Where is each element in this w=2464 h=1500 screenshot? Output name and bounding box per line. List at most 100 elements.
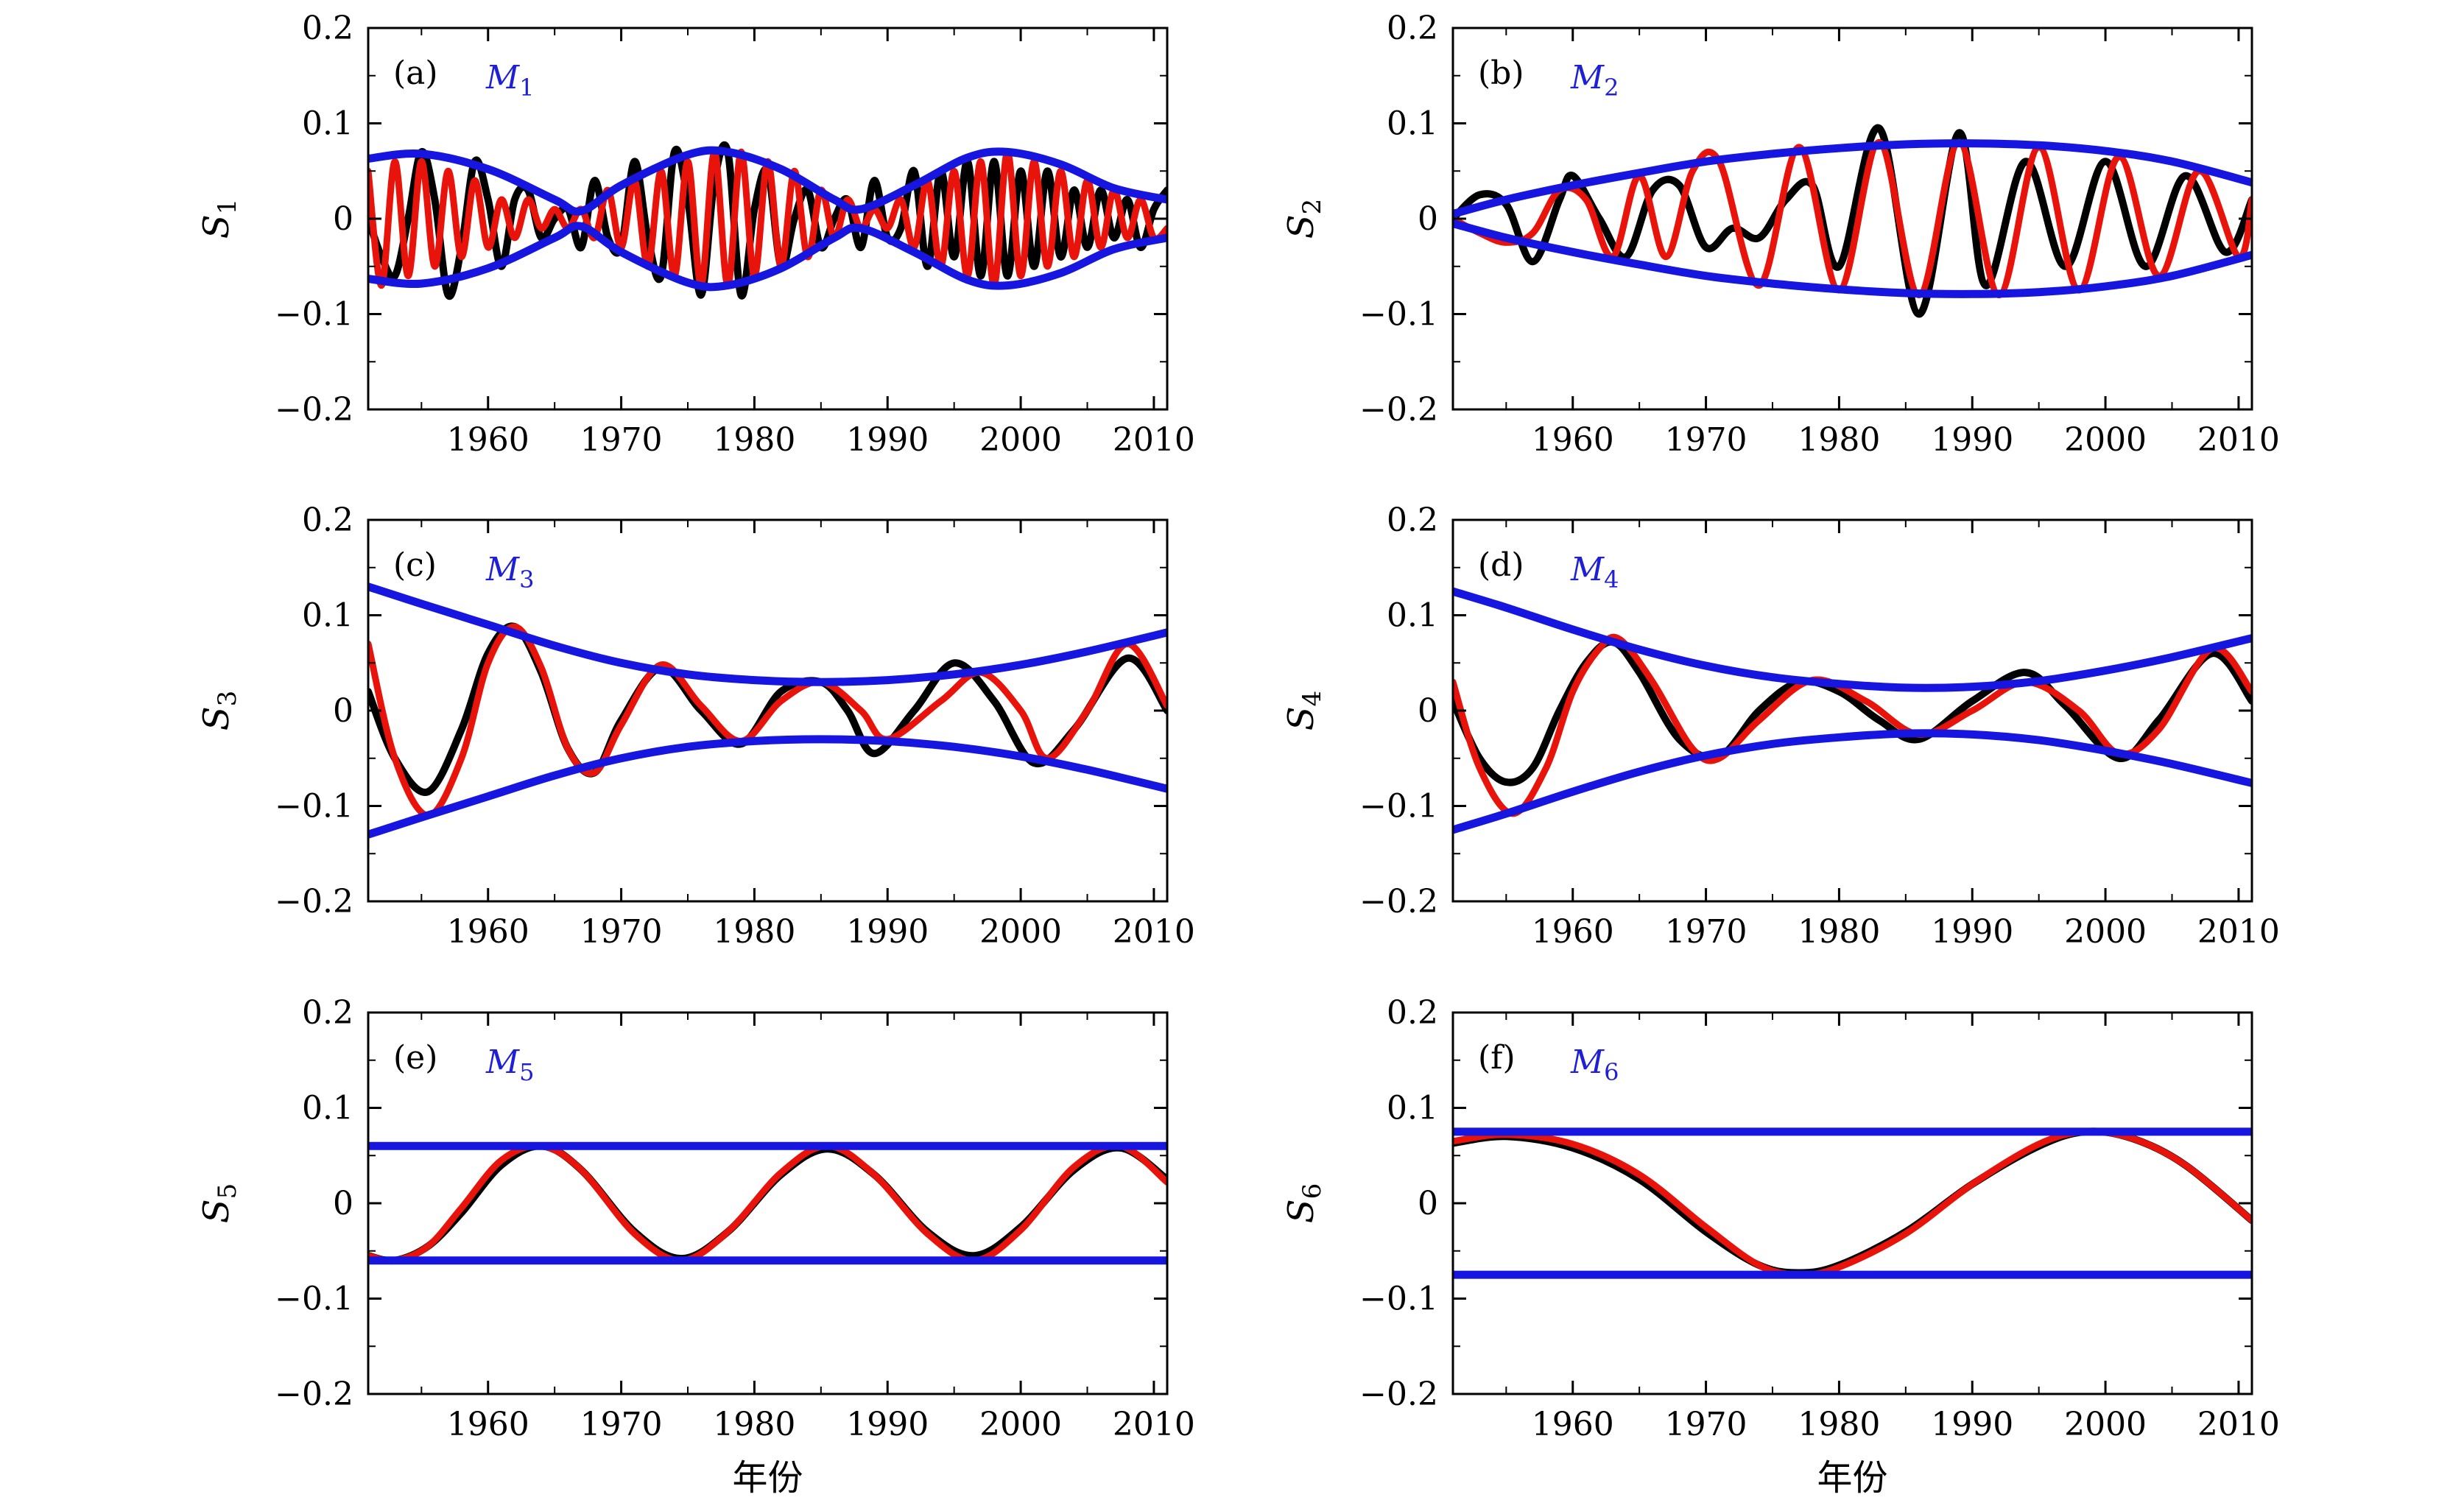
mode-label: M2 [1570,59,1619,102]
y-tick-label: −0.1 [1359,1281,1438,1318]
panel-d: 0.2 0.1 0 −0.1 −0.2 1960 1970 1980 1990 2000 2010 (… [1281,501,2280,951]
panel-tag: (b) [1478,54,1524,92]
mode-label-index: 1 [519,74,534,102]
x-tick-label: 1990 [846,1406,929,1443]
mode-label: M5 [485,1043,534,1086]
x-tick-label: 1980 [713,1406,795,1443]
x-tick-label: 2010 [2197,913,2280,951]
panel-b: 0.2 0.1 0 −0.1 −0.2 1960 1970 1980 1990 2000 2010 (… [1281,10,2280,459]
panel-tag: (d) [1478,546,1524,584]
y-tick-label: 0.2 [302,501,353,539]
x-tick-label: 2010 [1113,421,1195,459]
y-axis-label-index: 5 [213,1183,242,1200]
x-tick-label: 2010 [2197,1406,2280,1443]
y-axis-label: S6 [1281,1183,1327,1224]
y-axis-label: S1 [196,199,242,239]
mode-label-index: 3 [519,566,534,594]
panel-f: 0.2 0.1 0 −0.1 −0.2 1960 1970 1980 1990 2000 2010 (… [1281,994,2280,1499]
y-axis-label-index: 3 [213,691,242,707]
y-tick-label: 0.1 [1387,597,1438,635]
x-tick-label: 1970 [1665,1406,1747,1443]
x-tick-label: 1990 [1931,913,2013,951]
series-component-line [1453,1127,2252,1277]
y-tick-label: 0 [1418,1185,1438,1222]
y-tick-label: −0.2 [1359,1376,1438,1413]
panel-e: 0.2 0.1 0 −0.1 −0.2 1960 1970 1980 1990 2000 2010 (… [196,994,1195,1499]
x-tick-label: 1970 [580,421,663,459]
x-tick-label: 1960 [447,421,529,459]
x-tick-label: 1990 [846,421,929,459]
y-tick-label: 0.1 [302,105,353,143]
y-tick-label: −0.1 [275,296,353,334]
x-tick-label: 2000 [2064,421,2147,459]
y-tick-label: 0.1 [1387,105,1438,143]
x-tick-label: 1980 [713,913,795,951]
series-envelope-upper-line [368,582,1167,686]
panel-tag: (c) [393,546,437,584]
series-model-line [368,623,1167,819]
y-axis-label: S2 [1281,199,1327,239]
mode-label: M4 [1570,551,1619,594]
mode-label-index: 5 [519,1058,534,1086]
x-tick-label: 1960 [1532,913,1614,951]
y-axis-label-index: 1 [213,199,242,215]
x-tick-label: 1960 [1532,421,1614,459]
series-component-line [368,1142,1167,1265]
series-envelope-lower-line [1453,729,2252,834]
series-model-line [1453,1128,2252,1278]
panel-c: 0.2 0.1 0 −0.1 −0.2 1960 1970 1980 1990 2000 2010 (… [196,501,1195,951]
series-envelope-upper-line [368,146,1167,216]
y-tick-label: −0.2 [1359,883,1438,920]
x-tick-label: 1990 [846,913,929,951]
series-component-line [368,622,1167,796]
mode-label-index: 4 [1604,566,1619,594]
x-tick-label: 1970 [1665,421,1747,459]
y-tick-label: 0 [333,1185,353,1222]
y-tick-label: 0.2 [1387,994,1438,1032]
y-axis-label-index: 2 [1298,199,1327,215]
x-tick-label: 1980 [1798,1406,1880,1443]
series-envelope-lower-line [1453,219,2252,298]
x-tick-label: 1980 [713,421,795,459]
x-tick-label: 1990 [1931,421,2013,459]
x-tick-label: 2010 [1113,913,1195,951]
panel-tag: (a) [393,54,438,92]
x-axis-label: 年份 [732,1457,803,1499]
series-envelope-upper-line [1453,587,2252,692]
y-tick-label: 0.2 [302,10,353,47]
mode-label-index: 2 [1604,74,1619,102]
y-tick-label: 0.1 [302,597,353,635]
x-tick-label: 1970 [580,1406,663,1443]
y-axis-label-index: 6 [1298,1183,1327,1200]
y-axis-label-index: 4 [1298,691,1327,707]
mode-label-index: 6 [1604,1058,1619,1086]
x-tick-label: 2010 [2197,421,2280,459]
panel-tag: (f) [1478,1039,1516,1077]
x-tick-label: 2010 [1113,1406,1195,1443]
y-tick-label: 0.2 [302,994,353,1032]
x-axis-label: 年份 [1817,1457,1887,1499]
y-tick-label: 0 [333,200,353,238]
y-tick-label: −0.1 [1359,788,1438,825]
y-tick-label: −0.1 [1359,296,1438,334]
y-tick-label: 0.1 [302,1090,353,1127]
y-tick-label: 0.1 [1387,1090,1438,1127]
x-tick-label: 1960 [1532,1406,1614,1443]
y-axis-label: S4 [1281,691,1327,731]
x-tick-label: 1960 [447,1406,529,1443]
y-tick-label: 0.2 [1387,10,1438,47]
x-tick-label: 2000 [979,1406,1062,1443]
series-model-line [1453,138,2252,299]
y-tick-label: 0 [1418,200,1438,238]
y-tick-label: −0.2 [275,883,353,920]
y-tick-label: 0.2 [1387,501,1438,539]
mode-label: M6 [1570,1043,1619,1086]
x-tick-label: 1990 [1931,1406,2013,1443]
y-tick-label: −0.1 [275,788,353,825]
panel-tag: (e) [393,1039,437,1077]
y-axis-label: S3 [196,691,242,731]
series-model-line [368,148,1167,289]
y-tick-label: 0 [1418,692,1438,730]
series-model-line [368,1142,1167,1264]
